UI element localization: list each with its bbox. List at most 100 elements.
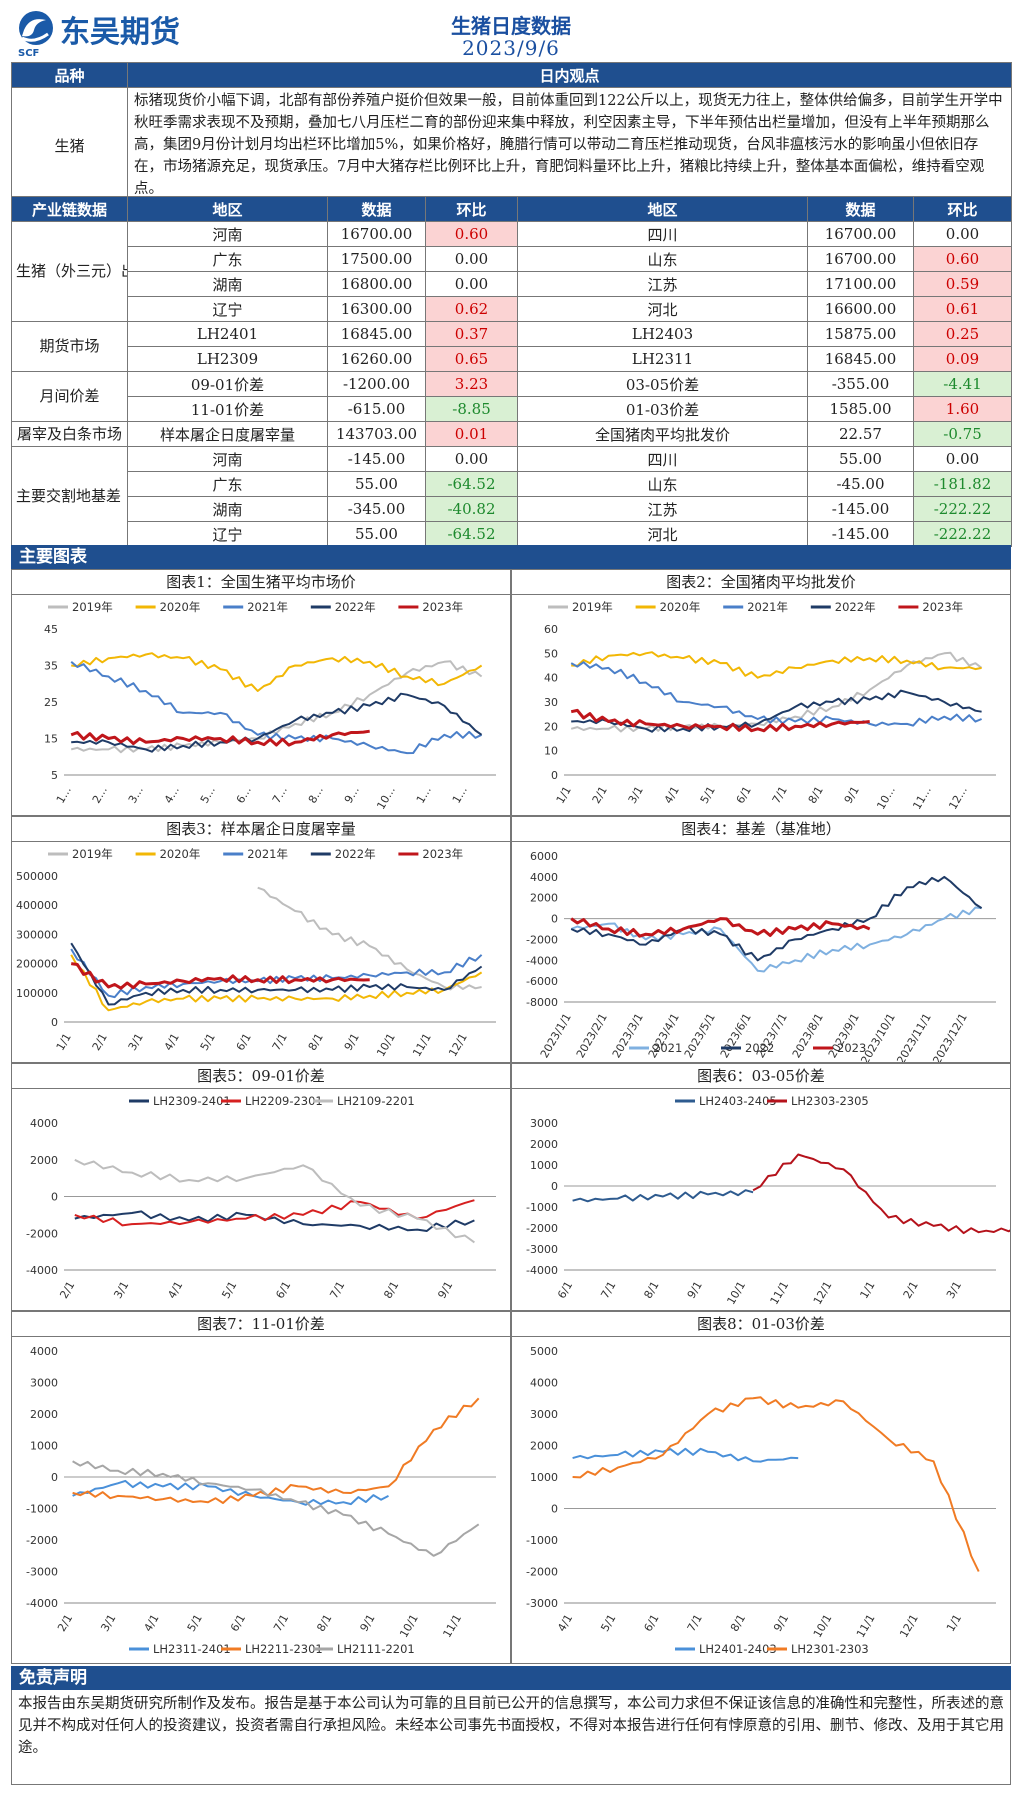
chart-svg: 45 35 25 15 5 1... 2... 3... 4... 5... 6... 7... 8..… (44, 600, 496, 812)
chain-value-right: 15875.00 (807, 321, 914, 347)
chain-change-left: -64.52 (425, 521, 518, 547)
chain-region-left: 09-01价差 (127, 371, 328, 397)
x-tick-label: 2023/2/1 (574, 1011, 610, 1060)
legend-label: 2020年 (160, 847, 201, 861)
chain-row: 湖南 16800.00 0.00 江苏 17100.00 0.59 (12, 271, 1012, 297)
y-tick-label: -2000 (26, 1227, 58, 1240)
series-line (70, 954, 483, 1012)
charts-section-title: 主要图表 (11, 545, 1011, 569)
x-tick-label: 6... (234, 784, 254, 806)
y-tick-label: 3000 (530, 1408, 558, 1421)
x-tick-label: 3... (126, 784, 146, 806)
y-tick-label: -4000 (526, 1264, 558, 1277)
chart-svg: 60 50 40 30 20 10 0 1/1 2/1 3/1 4/1 5/1 6/1 7/1 8/1 9/1… (544, 600, 996, 812)
chain-region-right: 山东 (517, 471, 808, 497)
chain-change-right: 0.09 (913, 346, 1012, 372)
chart-panel-1: 图表1：全国生猪平均市场价 45 35 25 15 5 1... 2... 3... 4... 5.… (11, 569, 511, 816)
legend-label: LH2211-2301 (245, 1642, 323, 1656)
series-line (71, 692, 483, 753)
legend-label: 2021年 (247, 847, 288, 861)
chain-value-left: -145.00 (327, 446, 426, 472)
x-tick-label: 4/1 (165, 1279, 185, 1301)
chain-region-left: 河南 (127, 221, 328, 247)
chain-value-left: -615.00 (327, 396, 426, 422)
chain-region-right: 山东 (517, 246, 808, 272)
chain-value-left: 17500.00 (327, 246, 426, 272)
series-line (74, 1158, 475, 1244)
x-tick-label: 3/1 (111, 1279, 131, 1301)
x-tick-label: 10... (874, 784, 898, 812)
chart-panel-2: 图表2：全国猪肉平均批发价 60 50 40 30 20 10 0 1/1 2/1 3/1 4/1 5/… (511, 569, 1011, 816)
y-tick-label: -4000 (26, 1597, 58, 1610)
y-tick-label: 1000 (530, 1471, 558, 1484)
x-tick-label: 2023/8/1 (790, 1011, 826, 1060)
series-line (570, 917, 871, 938)
x-tick-label: 6/1 (642, 1612, 662, 1634)
chain-change-left: 0.65 (425, 346, 518, 372)
legend-label: 2022年 (335, 847, 376, 861)
x-tick-label: 12/1 (446, 1031, 470, 1059)
x-tick-label: 2/1 (90, 1031, 110, 1053)
chain-value-right: 16600.00 (807, 296, 914, 322)
y-tick-label: 5000 (530, 1345, 558, 1358)
report-date: 2023/9/6 (462, 36, 560, 60)
x-tick-label: 4/1 (162, 1031, 182, 1053)
y-tick-label: 100000 (16, 987, 58, 1000)
chain-region-left: 湖南 (127, 271, 328, 297)
legend-label: LH2109-2201 (337, 1094, 415, 1108)
series-line (570, 661, 982, 727)
chain-value-left: -1200.00 (327, 371, 426, 397)
y-tick-label: 0 (51, 1016, 58, 1029)
chain-head-2: 地区 (127, 196, 328, 222)
x-tick-label: 9/1 (435, 1279, 455, 1301)
x-tick-label: 2... (90, 784, 110, 806)
legend-label: 2023年 (422, 847, 463, 861)
chain-change-left: 0.00 (425, 271, 518, 297)
x-tick-label: 8/1 (728, 1612, 748, 1634)
x-tick-label: 5/1 (598, 1612, 618, 1634)
y-tick-label: 2000 (30, 1408, 58, 1421)
x-tick-label: 11/1 (410, 1031, 434, 1059)
chain-head-6: 数据 (807, 196, 914, 222)
chain-value-right: -145.00 (807, 496, 914, 522)
chain-value-right: -355.00 (807, 371, 914, 397)
series-line (70, 661, 483, 755)
legend-label: LH2303-2305 (791, 1094, 869, 1108)
chart-title: 图表2：全国猪肉平均批发价 (512, 570, 1010, 595)
chain-change-right: -0.75 (913, 421, 1012, 447)
y-tick-label: 200000 (16, 958, 58, 971)
chain-value-left: 143703.00 (327, 421, 426, 447)
x-tick-label: 5/1 (185, 1612, 205, 1634)
chain-change-left: -64.52 (425, 471, 518, 497)
chain-region-left: 辽宁 (127, 521, 328, 547)
legend-label: 2019年 (72, 847, 113, 861)
series-line (71, 652, 483, 692)
legend-label: 2023 (837, 1041, 866, 1055)
chain-value-right: 16700.00 (807, 221, 914, 247)
x-tick-label: 3/1 (626, 784, 646, 806)
chain-head-5: 地区 (517, 196, 808, 222)
report-header: SCF 东吴期货 生猪日度数据 2023/9/6 (0, 0, 1022, 62)
y-tick-label: -1000 (526, 1201, 558, 1214)
series-line (571, 651, 982, 679)
chain-region-left: 河南 (127, 446, 328, 472)
x-tick-label: 11/1 (440, 1612, 464, 1640)
series-line (72, 1479, 389, 1506)
y-tick-label: 0 (51, 1191, 58, 1204)
chain-region-left: 11-01价差 (127, 396, 328, 422)
x-tick-label: 6/1 (273, 1279, 293, 1301)
y-tick-label: 60 (544, 623, 558, 636)
legend-label: LH2309-2401 (153, 1094, 231, 1108)
chain-change-left: 0.00 (425, 246, 518, 272)
x-tick-label: 2023/11/1 (894, 1011, 933, 1062)
series-line (572, 1447, 799, 1463)
y-tick-label: 2000 (530, 1138, 558, 1151)
series-line (70, 948, 483, 999)
chain-row: 期货市场 LH2401 16845.00 0.37 LH2403 15875.00 0.25 (11, 321, 1012, 372)
x-tick-label: 1... (54, 784, 74, 806)
chain-region-right: 河北 (517, 521, 808, 547)
series-line (70, 942, 483, 1006)
chain-change-right: 0.59 (913, 271, 1012, 297)
y-tick-label: 0 (551, 1503, 558, 1516)
